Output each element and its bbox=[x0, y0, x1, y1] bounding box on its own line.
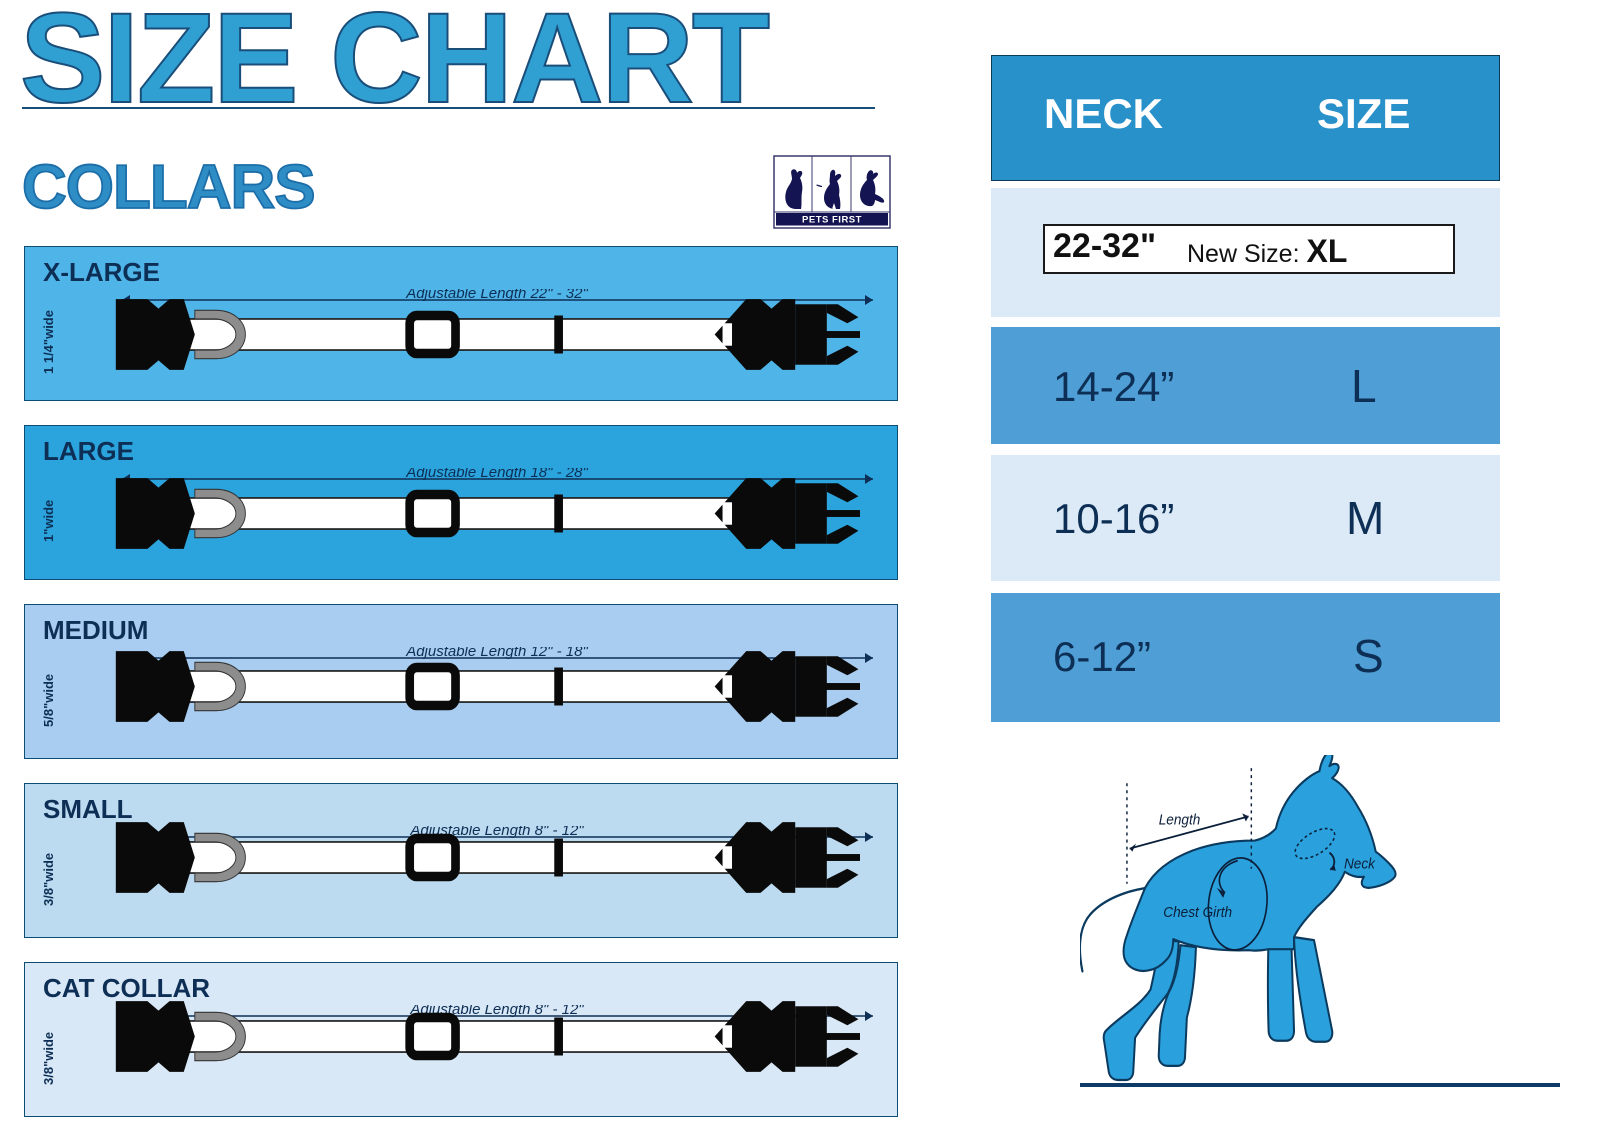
svg-text:Length: Length bbox=[1159, 812, 1201, 829]
svg-text:PETS FIRST: PETS FIRST bbox=[802, 215, 862, 226]
svg-text:Neck: Neck bbox=[1344, 856, 1376, 873]
svg-text:Chest Girth: Chest Girth bbox=[1163, 904, 1232, 921]
svg-text:COLLARS: COLLARS bbox=[22, 153, 315, 220]
svg-text:SIZE CHART: SIZE CHART bbox=[20, 0, 769, 130]
